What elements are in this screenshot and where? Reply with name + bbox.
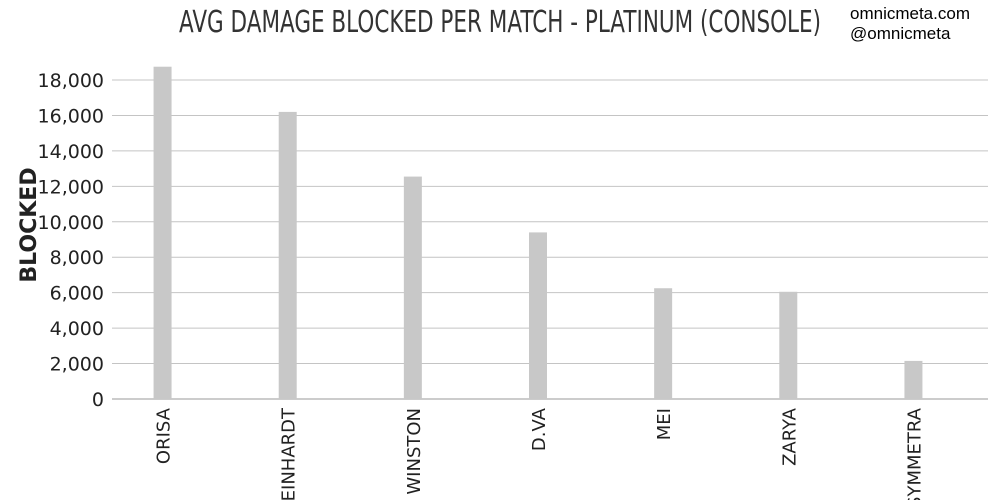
- x-category-label: REINHARDT: [279, 407, 300, 500]
- x-category-label: D.VA: [529, 407, 550, 451]
- y-tick-label: 12,000: [38, 176, 104, 198]
- y-axis-label: BLOCKED: [17, 167, 42, 282]
- y-tick-label: 8,000: [50, 247, 104, 269]
- y-tick-label: 2,000: [50, 354, 104, 376]
- x-axis-categories: ORISA REINHARDT WINSTON D.VA MEI ZARYA SYMMETR…: [154, 407, 926, 500]
- x-category-label: ORISA: [154, 407, 175, 464]
- grid-lines: [112, 79, 988, 400]
- bar-orisa: [153, 66, 172, 399]
- y-tick-label: 10,000: [38, 212, 104, 234]
- bar-d-va: [529, 232, 547, 399]
- y-axis-ticks: 0 2,000 4,000 6,000 8,000 10,000 12,000 14,000 1…: [38, 70, 104, 411]
- x-category-label: WINSTON: [404, 408, 425, 495]
- bar-winston: [403, 176, 422, 399]
- chart-title: AVG DAMAGE BLOCKED PER MATCH - PLATINUM …: [179, 5, 821, 40]
- credit-site: omnicmeta.com: [850, 4, 970, 23]
- bar-mei: [654, 288, 673, 399]
- y-tick-label: 0: [92, 389, 104, 411]
- x-category-label: ZARYA: [779, 407, 800, 466]
- x-category-label: MEI: [654, 408, 675, 440]
- bars: [153, 66, 923, 400]
- y-tick-label: 6,000: [50, 283, 104, 305]
- y-tick-label: 14,000: [38, 141, 104, 163]
- credit-handle: @omnicmeta: [850, 24, 951, 43]
- y-tick-label: 18,000: [38, 70, 104, 92]
- x-category-label: SYMMETRA: [904, 407, 925, 500]
- bar-symmetra: [904, 360, 923, 399]
- bar-zarya: [779, 291, 798, 399]
- y-tick-label: 4,000: [50, 318, 104, 340]
- bar-reinhardt: [278, 111, 297, 400]
- y-tick-label: 16,000: [38, 105, 104, 127]
